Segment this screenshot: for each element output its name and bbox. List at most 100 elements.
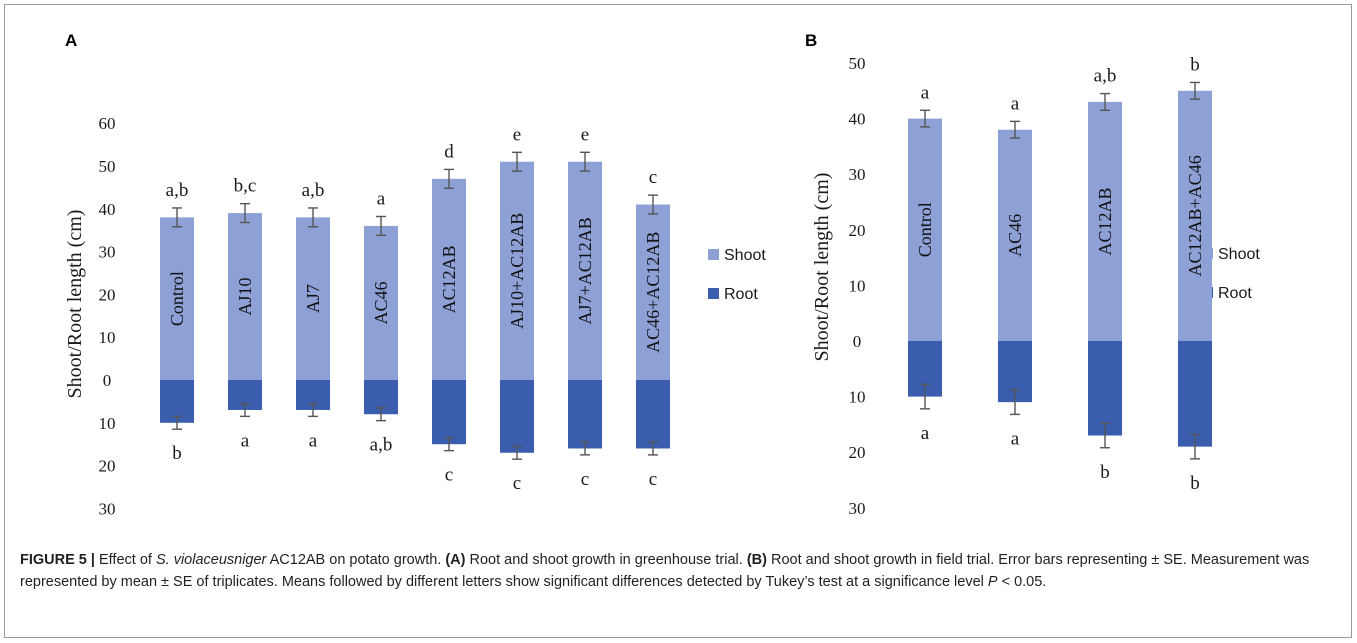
panel-a-y-tick-label: 10 xyxy=(99,414,116,433)
panel-a-shoot-letter-control: a,b xyxy=(166,180,189,201)
panel-a-y-tick-label: 20 xyxy=(99,457,116,476)
figure-caption: FIGURE 5 | Effect of S. violaceusniger A… xyxy=(20,549,1335,593)
panel-b-y-tick-label: 10 xyxy=(849,276,866,295)
panel-a-root-error-bar-ac46-ac12ab xyxy=(648,441,658,456)
figure-frame: A Shoot/Root length (cm) Shoot Root B Sh… xyxy=(4,4,1352,638)
panel-b-root-error-bar-ac12ab-ac46 xyxy=(1190,433,1200,460)
panel-b-shoot-bar-ac12ab xyxy=(1088,101,1122,341)
panel-a-category-label-aj10-ac12ab: AJ10+AC12AB xyxy=(507,213,527,329)
panel-b-y-tick-label: 20 xyxy=(849,221,866,240)
panel-a-shoot-error-bar-aj10-ac12ab xyxy=(512,151,522,172)
panel-a-shoot-letter-aj10: b,c xyxy=(234,176,257,197)
panel-b-category-label-ac12ab: AC12AB xyxy=(1095,187,1115,255)
panel-a-shoot-bar-aj7-ac12ab xyxy=(568,161,602,380)
panel-b-shoot-bar-ac12ab-ac46 xyxy=(1178,90,1212,341)
panel-a-root-bar-aj7-ac12ab xyxy=(568,380,602,449)
caption-text-2: AC12AB on potato growth. xyxy=(266,552,446,568)
caption-part-a-label: (A) xyxy=(445,552,466,568)
caption-p-symbol: P xyxy=(987,574,998,590)
panel-b-root-letter-ac46: a xyxy=(1011,428,1020,449)
panel-a-y-tick-label: 30 xyxy=(99,499,116,518)
panel-b-y-tick-label: 20 xyxy=(849,443,866,462)
panel-a-shoot-error-bar-control xyxy=(172,207,182,228)
panel-b-root-letter-control: a xyxy=(921,423,930,444)
panel-b-shoot-letter-ac12ab: a,b xyxy=(1094,66,1117,87)
panel-b-shoot-error-bar-ac12ab xyxy=(1100,92,1110,111)
panel-a-shoot-error-bar-aj7-ac12ab xyxy=(580,151,590,172)
panel-a-y-tick-label: 60 xyxy=(99,114,116,133)
panel-a-shoot-bar-control xyxy=(160,217,194,380)
legend-swatch-root xyxy=(708,288,719,299)
panel-a-shoot-error-bar-ac46-ac12ab xyxy=(648,194,658,215)
legend-label-shoot: Shoot xyxy=(1218,246,1260,263)
panel-a-legend: Shoot Root xyxy=(708,247,766,303)
panel-a-shoot-bar-aj7 xyxy=(296,217,330,380)
panel-b-category-label-ac12ab-ac46: AC12AB+AC46 xyxy=(1185,155,1205,276)
panel-b-root-letter-ac12ab-ac46: b xyxy=(1190,473,1200,494)
panel-b-plot: 50 40 30 20 10 0 10 20 30 a a Control a a AC46 a,b b AC12… xyxy=(849,54,1212,518)
panel-a-shoot-bar-aj10 xyxy=(228,213,262,380)
panel-a-y-axis-label: Shoot/Root length (cm) xyxy=(64,210,86,399)
panel-b-root-error-bar-ac12ab xyxy=(1100,422,1110,449)
panel-a-category-label-aj7: AJ7 xyxy=(303,284,323,313)
panel-b-y-tick-label: 10 xyxy=(849,388,866,407)
panel-a-root-error-bar-ac46 xyxy=(376,407,386,422)
panel-a-shoot-letter-aj7: a,b xyxy=(302,180,325,201)
panel-a-y-tick-label: 50 xyxy=(99,157,116,176)
legend-label-shoot: Shoot xyxy=(724,247,766,264)
panel-a-category-label-ac46-ac12ab: AC46+AC12AB xyxy=(643,232,663,353)
panel-a-shoot-letter-aj10-ac12ab: e xyxy=(513,124,521,145)
panel-a-shoot-error-bar-aj7 xyxy=(308,207,318,228)
panel-b-y-axis-label: Shoot/Root length (cm) xyxy=(811,173,833,362)
panel-a-y-tick-label: 40 xyxy=(99,200,116,219)
panel-a-shoot-bar-ac46-ac12ab xyxy=(636,204,670,380)
panel-b-y-tick-label: 50 xyxy=(849,54,866,73)
panel-b-root-letter-ac12ab: b xyxy=(1100,462,1110,483)
panel-b-shoot-bar-ac46 xyxy=(998,129,1032,341)
caption-part-b-label: (B) xyxy=(746,552,767,568)
panel-b-category-label-control: Control xyxy=(915,202,935,257)
panel-a-category-label-control: Control xyxy=(167,271,187,326)
panel-b-root-error-bar-ac46 xyxy=(1010,389,1020,416)
legend-label-root: Root xyxy=(724,286,758,303)
panel-a-root-error-bar-aj7 xyxy=(308,402,318,418)
panel-a-shoot-letter-ac46: a xyxy=(377,189,386,210)
panel-b-shoot-error-bar-control xyxy=(920,109,930,128)
panel-a-category-label-ac12ab: AC12AB xyxy=(439,245,459,313)
panel-b-root-error-bar-control xyxy=(920,383,930,410)
caption-species: S. violaceusniger xyxy=(155,552,267,568)
panel-a-root-letter-aj7-ac12ab: c xyxy=(581,469,589,490)
panel-a-shoot-letter-ac46-ac12ab: c xyxy=(649,167,657,188)
panel-a-root-letter-aj10: a xyxy=(241,430,250,451)
caption-figure-label: FIGURE 5 | xyxy=(20,552,95,568)
panel-a-shoot-letter-aj7-ac12ab: e xyxy=(581,124,589,145)
panel-a-shoot-bar-ac12ab xyxy=(432,178,466,380)
legend-label-root: Root xyxy=(1218,285,1252,302)
figure-charts: A Shoot/Root length (cm) Shoot Root B Sh… xyxy=(64,31,1260,518)
panel-a-category-label-aj10: AJ10 xyxy=(235,278,255,316)
panel-b-category-label-ac46: AC46 xyxy=(1005,214,1025,257)
panel-b-y-tick-label: 40 xyxy=(849,110,866,129)
panel-a-root-error-bar-ac12ab xyxy=(444,437,454,452)
panel-a-shoot-error-bar-ac46 xyxy=(376,215,386,237)
legend-swatch-shoot xyxy=(708,249,719,260)
panel-b-shoot-error-bar-ac46 xyxy=(1010,120,1020,139)
panel-a-plot: 60 50 40 30 20 10 0 10 20 30 a,b b Control b,c a AJ10 a,… xyxy=(99,114,670,518)
panel-a-y-tick-label: 10 xyxy=(99,328,116,347)
panel-a-root-bar-aj10-ac12ab xyxy=(500,380,534,453)
panel-a-y-tick-label: 30 xyxy=(99,243,116,262)
panel-a-root-bar-control xyxy=(160,380,194,423)
panel-a-root-letter-ac46-ac12ab: c xyxy=(649,469,657,490)
panel-a-root-error-bar-control xyxy=(172,415,182,430)
panel-b-shoot-letter-ac12ab-ac46: b xyxy=(1190,54,1200,75)
panel-a-root-bar-ac12ab xyxy=(432,380,466,445)
panel-a-root-letter-ac12ab: c xyxy=(445,465,453,486)
panel-b-shoot-bar-control xyxy=(908,118,942,341)
panel-a-root-letter-aj10-ac12ab: c xyxy=(513,473,521,494)
panel-b-root-bar-ac12ab-ac46 xyxy=(1178,341,1212,447)
caption-p-text: < 0.05. xyxy=(997,574,1047,590)
caption-part-b-text: Root and shoot growth in field trial. Er… xyxy=(20,552,1310,590)
panel-a-root-letter-aj7: a xyxy=(309,430,318,451)
panel-a-y-tick-label: 20 xyxy=(99,285,116,304)
panel-a-category-label-ac46: AC46 xyxy=(371,281,391,324)
